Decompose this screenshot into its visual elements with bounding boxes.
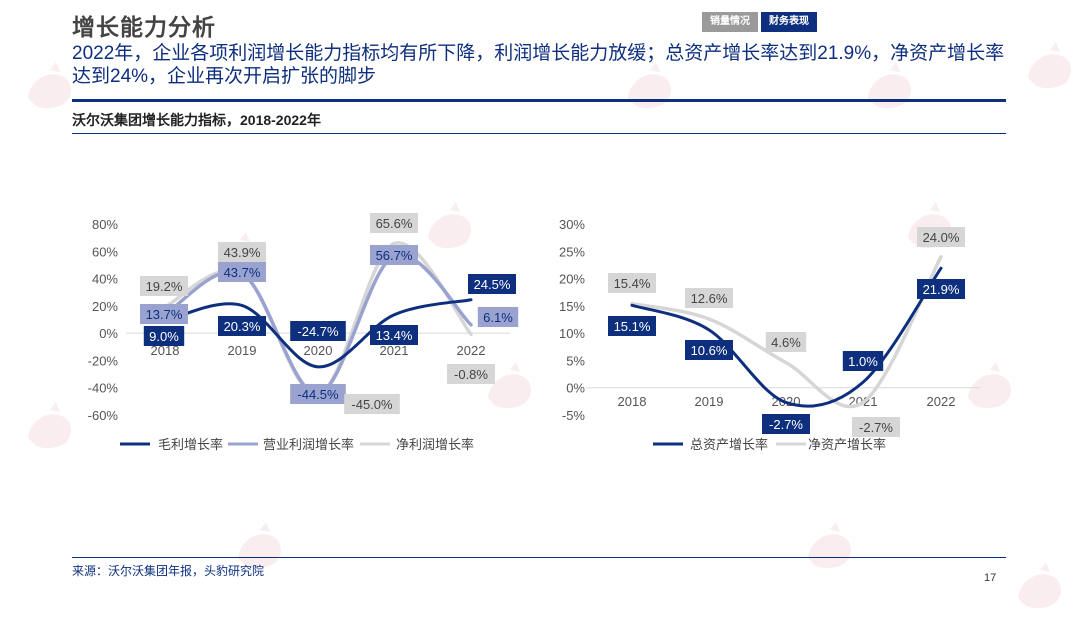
y-tick-label: 25% <box>559 244 585 259</box>
y-tick-label: 40% <box>92 272 118 287</box>
data-label: -0.8% <box>454 367 488 382</box>
x-tick-label: 2018 <box>618 394 647 409</box>
data-label: -24.7% <box>297 324 339 339</box>
legend-label: 净资产增长率 <box>808 437 886 452</box>
data-label: 24.0% <box>923 230 960 245</box>
data-label: 19.2% <box>146 279 183 294</box>
page-number: 17 <box>984 572 996 584</box>
y-tick-label: -20% <box>88 353 119 368</box>
y-tick-label: 10% <box>559 326 585 341</box>
data-label: 1.0% <box>848 354 878 369</box>
data-label: 4.6% <box>771 335 801 350</box>
growth-charts: 80% 60% 40% 20% 0% -20% -40% -60% 2018 2019 2020 20… <box>0 0 1080 608</box>
y-tick-label: -60% <box>88 408 119 423</box>
y-tick-label: 20% <box>92 299 118 314</box>
data-label: 43.7% <box>224 265 261 280</box>
y-tick-label: 15% <box>559 299 585 314</box>
data-label: 15.4% <box>614 276 651 291</box>
data-label: -2.7% <box>859 420 893 435</box>
data-label: 21.9% <box>923 282 960 297</box>
legend-label: 毛利增长率 <box>158 437 223 452</box>
data-label: 24.5% <box>474 277 511 292</box>
y-tick-label: -40% <box>88 381 119 396</box>
x-tick-label: 2022 <box>927 394 956 409</box>
footer-divider <box>72 557 1006 558</box>
x-tick-label: 2021 <box>380 343 409 358</box>
data-label: 9.0% <box>149 329 179 344</box>
x-tick-label: 2019 <box>695 394 724 409</box>
y-tick-label: 0% <box>566 381 585 396</box>
series-line-2 <box>632 257 941 407</box>
data-label: 13.4% <box>376 328 413 343</box>
data-label: -44.5% <box>297 387 339 402</box>
legend-label: 总资产增长率 <box>690 437 768 452</box>
data-label: 10.6% <box>691 343 728 358</box>
y-tick-label: -5% <box>562 408 586 423</box>
data-label: 15.1% <box>614 319 651 334</box>
data-label: 20.3% <box>224 319 261 334</box>
data-label: 56.7% <box>376 248 413 263</box>
data-label: -2.7% <box>769 417 803 432</box>
data-label: 43.9% <box>224 245 261 260</box>
data-label: 13.7% <box>146 307 183 322</box>
y-tick-label: 20% <box>559 272 585 287</box>
x-tick-label: 2019 <box>228 343 257 358</box>
data-label: 12.6% <box>691 291 728 306</box>
data-label: 6.1% <box>483 310 513 325</box>
legend-label: 净利润增长率 <box>396 437 474 452</box>
x-tick-label: 2020 <box>304 343 333 358</box>
data-label: -45.0% <box>351 397 393 412</box>
y-tick-label: 30% <box>559 217 585 232</box>
series-line-3 <box>165 243 471 395</box>
y-tick-label: 5% <box>566 353 585 368</box>
source-note: 来源：沃尔沃集团年报，头豹研究院 <box>72 562 264 579</box>
y-tick-label: 0% <box>99 326 118 341</box>
legend-label: 营业利润增长率 <box>263 437 354 452</box>
data-label: 65.6% <box>376 216 413 231</box>
x-tick-label: 2022 <box>457 343 486 358</box>
y-tick-label: 80% <box>92 217 118 232</box>
y-tick-label: 60% <box>92 244 118 259</box>
